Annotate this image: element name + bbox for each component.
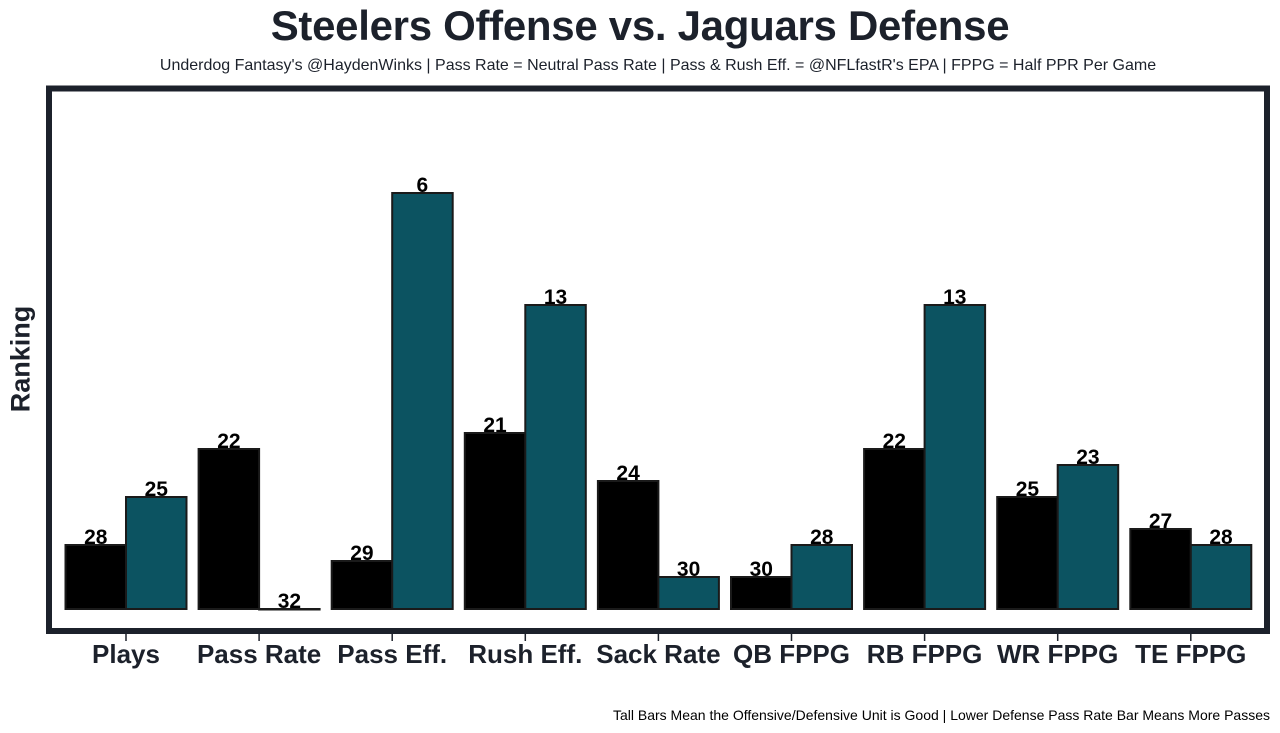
- offense-bar-rush-eff: [463, 432, 527, 610]
- offense-value-label: 30: [750, 558, 773, 581]
- offense-value-label: 27: [1149, 510, 1172, 533]
- offense-bar-rb-fppg: [863, 448, 926, 610]
- bar-labels-group: 28 25 22 32 29 6 21 13 24 30 30 28 22 13 25 23 27 28: [84, 174, 1233, 613]
- defense-value-label: 30: [677, 558, 700, 581]
- defense-value-label: 28: [1209, 526, 1233, 549]
- chart-title: Steelers Offense vs. Jaguars Defense: [270, 2, 1010, 49]
- offense-value-label: 24: [616, 462, 640, 485]
- offense-bar-te-fppg: [1129, 528, 1192, 610]
- defense-value-label: 32: [278, 590, 301, 613]
- offense-value-label: 22: [883, 430, 906, 453]
- defense-bar-pass-rate: [258, 608, 321, 611]
- x-tick-label: RB FPPG: [867, 639, 983, 669]
- defense-bar-sack-rate: [657, 576, 720, 610]
- defense-value-label: 13: [943, 286, 966, 309]
- x-tick-label: Pass Rate: [197, 639, 321, 669]
- bars-group: [64, 192, 1253, 611]
- x-tick-label: Sack Rate: [596, 639, 720, 669]
- x-tick-label: Pass Eff.: [337, 639, 447, 669]
- offense-bar-qb-fppg: [730, 576, 793, 610]
- x-tick-label: Plays: [92, 639, 160, 669]
- offense-bar-sack-rate: [596, 480, 660, 610]
- defense-bar-rb-fppg: [923, 304, 987, 610]
- defense-bar-te-fppg: [1189, 544, 1253, 610]
- x-ticks-group: Plays Pass Rate Pass Eff. Rush Eff. Sack Rat…: [92, 634, 1246, 669]
- x-tick-label: Rush Eff.: [468, 639, 582, 669]
- defense-bar-rush-eff: [524, 304, 587, 610]
- plot-frame: [46, 85, 1270, 634]
- defense-value-label: 6: [417, 174, 429, 197]
- defense-value-label: 25: [145, 478, 169, 501]
- defense-bar-qb-fppg: [790, 544, 853, 610]
- offense-value-label: 29: [350, 542, 373, 565]
- offense-value-label: 25: [1016, 478, 1040, 501]
- offense-value-label: 22: [217, 430, 240, 453]
- chart-caption: Tall Bars Mean the Offensive/Defensive U…: [612, 707, 1270, 723]
- offense-bar-pass-rate: [197, 448, 261, 610]
- x-tick-label: TE FPPG: [1135, 639, 1246, 669]
- offense-bar-plays: [64, 544, 127, 610]
- x-tick-label: WR FPPG: [997, 639, 1118, 669]
- x-tick-label: QB FPPG: [733, 639, 850, 669]
- defense-value-label: 13: [544, 286, 567, 309]
- offense-bar-wr-fppg: [996, 496, 1059, 610]
- offense-value-label: 28: [84, 526, 108, 549]
- defense-value-label: 28: [810, 526, 834, 549]
- defense-bar-plays: [125, 496, 188, 610]
- offense-bar-pass-eff: [330, 560, 394, 610]
- offense-value-label: 21: [483, 414, 507, 437]
- defense-value-label: 23: [1076, 446, 1099, 469]
- defense-bar-wr-fppg: [1056, 464, 1120, 610]
- chart-subtitle: Underdog Fantasy's @HaydenWinks | Pass R…: [159, 57, 1157, 74]
- defense-bar-pass-eff: [391, 192, 454, 610]
